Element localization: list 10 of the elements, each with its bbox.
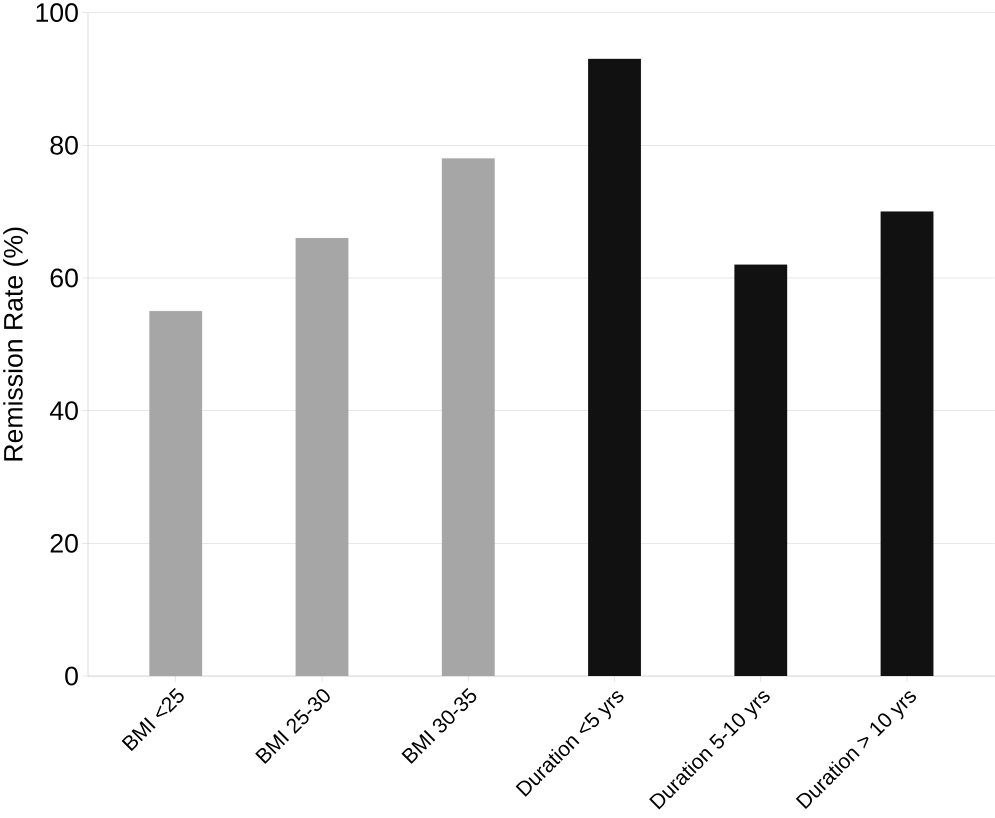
x-tick-label: BMI <25: [122, 688, 184, 752]
y-tick-label: 0: [65, 666, 78, 686]
y-tick-label: 20: [50, 534, 78, 553]
y-tick-label: 80: [50, 136, 78, 155]
y-tick-label: 100: [36, 3, 78, 22]
y-tick-label: 40: [50, 401, 78, 420]
y-tick-label: 60: [50, 268, 78, 288]
bar: [588, 58, 641, 676]
bar: [734, 264, 788, 676]
y-axis-title: Remission Rate (%): [3, 228, 28, 460]
